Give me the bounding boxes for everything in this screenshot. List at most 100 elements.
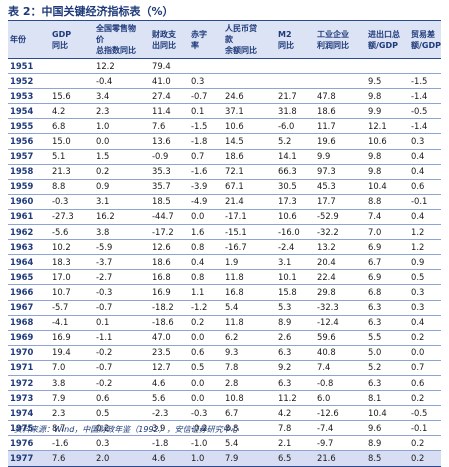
table-cell: 10.4 xyxy=(366,179,409,195)
table-cell: 4.2 xyxy=(276,405,315,422)
table-cell: -0.7 xyxy=(94,300,150,316)
column-header: GDP 同比 xyxy=(50,20,94,59)
column-header-line: GDP xyxy=(52,29,72,39)
table-cell: 17.7 xyxy=(315,194,366,210)
table-cell: 0.0 xyxy=(189,375,223,392)
column-header-line: 率 xyxy=(191,40,199,50)
year-cell: 1963 xyxy=(8,239,50,256)
year-cell: 1951 xyxy=(8,58,50,75)
table-row: 1971 7.0 -0.7 12.7 0.5 7.8 9.2 7.4 5.2 0.7 xyxy=(8,360,441,376)
table-cell: -7.4 xyxy=(315,420,366,437)
table-cell: -1.6 xyxy=(50,435,94,452)
year-cell: 1966 xyxy=(8,284,50,301)
table-cell: -0.9 xyxy=(150,149,189,165)
table-cell: 0.2 xyxy=(94,164,150,180)
table-cell: 8.8 xyxy=(223,420,276,437)
year-cell: 1956 xyxy=(8,133,50,150)
year-cell: 1952 xyxy=(8,73,50,90)
table-cell: 0.5 xyxy=(189,360,223,376)
year-cell: 1953 xyxy=(8,88,50,105)
table-cell: 7.6 xyxy=(150,118,189,135)
column-header: 全国零售物价总指数同比 xyxy=(94,20,150,59)
table-cell xyxy=(189,58,223,75)
table-cell: 47.8 xyxy=(315,88,366,105)
column-header: 工业企业 利润同比 xyxy=(315,20,366,59)
table-cell: 12.6 xyxy=(150,239,189,256)
table-cell: 7.4 xyxy=(366,209,409,226)
column-header-line: 进出口总 xyxy=(368,29,400,39)
table-cell: 5.2 xyxy=(366,360,409,376)
table-cell: 14.5 xyxy=(223,133,276,150)
table-cell: 11.8 xyxy=(223,269,276,286)
table-cell: 14.1 xyxy=(276,149,315,165)
table-cell: 9.9 xyxy=(366,103,409,120)
table-cell: 5.2 xyxy=(276,133,315,150)
table-cell: 5.6 xyxy=(150,390,189,407)
table-row: 1970 19.4 -0.2 23.5 0.6 9.3 6.3 40.8 5.0 0.0 xyxy=(8,345,441,361)
table-cell: 1.9 xyxy=(223,254,276,271)
table-cell: 21.7 xyxy=(276,88,315,105)
table-cell: 1.0 xyxy=(94,118,150,135)
table-cell: 0.4 xyxy=(409,149,441,165)
table-cell: -1.6 xyxy=(189,164,223,180)
table-cell: -3.9 xyxy=(189,179,223,195)
table-cell: 4.6 xyxy=(150,375,189,392)
table-cell: 0.3 xyxy=(409,300,441,316)
table-cell: -4.1 xyxy=(50,315,94,331)
table-cell: 9.5 xyxy=(366,73,409,90)
year-cell: 1975 xyxy=(8,420,50,437)
table-cell: 19.6 xyxy=(315,133,366,150)
table-cell xyxy=(315,73,366,90)
table-cell: 9.8 xyxy=(366,149,409,165)
table-cell: 41.0 xyxy=(150,73,189,90)
column-header: 财政支 出同比 xyxy=(150,20,189,59)
table-cell: 9.9 xyxy=(315,149,366,165)
table-cell: -18.6 xyxy=(150,315,189,331)
year-cell: 1973 xyxy=(8,390,50,407)
column-header-line: 利润同比 xyxy=(317,40,349,50)
table-row: 1968 -4.1 0.1 -18.6 0.2 11.8 8.9 -12.4 6.3 0.4 xyxy=(8,315,441,331)
column-header-line: 全国零售物 xyxy=(96,24,136,33)
table-cell: 6.0 xyxy=(315,390,366,407)
table-cell: 2.3 xyxy=(50,405,94,422)
table-cell: 2.0 xyxy=(94,450,150,467)
table-cell: -1.4 xyxy=(409,88,441,105)
table-cell: -32.3 xyxy=(315,300,366,316)
column-header-line: M2 xyxy=(278,29,292,39)
table-cell: 0.2 xyxy=(94,420,150,437)
table-cell: 3.9 xyxy=(150,420,189,437)
table-cell: 1.2 xyxy=(409,239,441,256)
table-cell: -5.7 xyxy=(50,300,94,316)
table-cell: 6.3 xyxy=(366,315,409,331)
table-cell: 72.1 xyxy=(223,164,276,180)
table-cell: 10.6 xyxy=(366,133,409,150)
year-cell: 1977 xyxy=(8,450,50,467)
table-cell: 1.6 xyxy=(189,224,223,241)
table-cell: -0.1 xyxy=(409,420,441,437)
table-cell: 0.8 xyxy=(189,239,223,256)
table-cell: 8.1 xyxy=(366,390,409,407)
table-cell: -0.8 xyxy=(315,375,366,392)
table-cell: 9.8 xyxy=(366,88,409,105)
table-cell: 9.2 xyxy=(276,360,315,376)
table-cell: -1.8 xyxy=(150,435,189,452)
table-row: 1955 6.8 1.0 7.6 -1.5 10.6 -6.0 11.7 12.1 -1.4 xyxy=(8,118,441,135)
table-cell: 10.8 xyxy=(223,390,276,407)
table-cell: -4.9 xyxy=(189,194,223,210)
table-cell: 2.3 xyxy=(94,103,150,120)
year-cell: 1957 xyxy=(8,149,50,165)
table-cell: 0.1 xyxy=(189,103,223,120)
table-cell: 0.3 xyxy=(409,284,441,301)
table-row: 1956 15.0 0.0 13.6 -1.8 14.5 5.2 19.6 10.6 0.3 xyxy=(8,133,441,150)
table-cell: 40.8 xyxy=(315,345,366,361)
table-cell: -1.4 xyxy=(409,118,441,135)
column-header: 贸易差 额/GDP xyxy=(409,20,441,59)
table-cell: 10.7 xyxy=(50,284,94,301)
table-cell: 1.0 xyxy=(189,450,223,467)
table-row: 1974 2.3 0.5 -2.3 -0.3 6.7 4.2 -12.6 10.4 -0.5 xyxy=(8,405,441,422)
table-cell: -52.9 xyxy=(315,209,366,226)
table-cell: 16.2 xyxy=(94,209,150,226)
table-cell xyxy=(366,58,409,75)
table-cell: 2.6 xyxy=(276,330,315,346)
table-cell: -0.3 xyxy=(94,284,150,301)
